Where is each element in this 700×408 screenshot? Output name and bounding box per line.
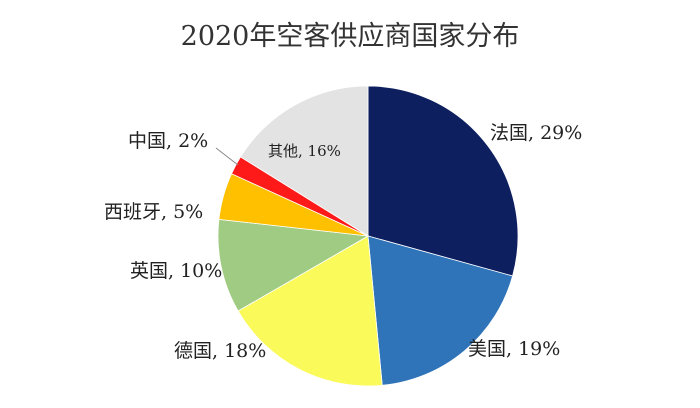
chart-title: 2020年空客供应商国家分布: [180, 21, 520, 52]
slice-label-4: 英国, 10%: [130, 260, 222, 282]
pie-slice-4: [217, 218, 370, 312]
pie-slice-7: [239, 85, 369, 237]
slice-label-5: 西班牙, 5%: [104, 201, 203, 223]
slice-label-7: 其他, 16%: [268, 142, 341, 160]
pie-slice-3: [237, 235, 383, 387]
slice-label-2: 美国, 19%: [468, 338, 560, 360]
slice-label-3: 德国, 18%: [174, 340, 266, 362]
pie-slice-1: [367, 85, 519, 277]
leader-line-china: [215, 147, 239, 166]
slice-label-1: 法国, 29%: [490, 122, 582, 144]
slice-label-6: 中国, 2%: [128, 130, 208, 152]
pie-slice-2: [367, 235, 514, 386]
